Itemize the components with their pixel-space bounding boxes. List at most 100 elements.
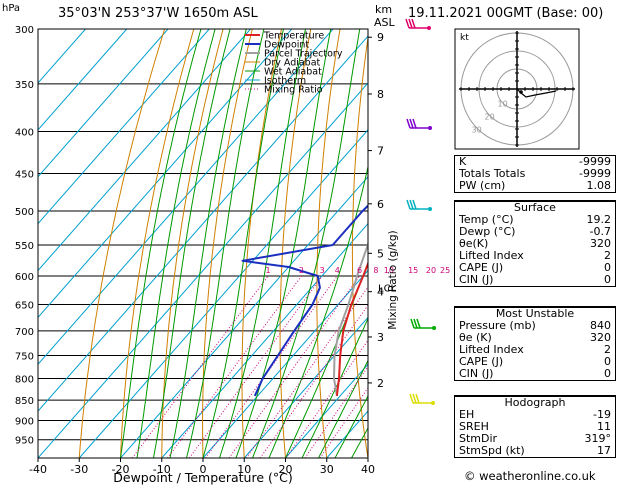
stat-label: PW (cm) (459, 179, 506, 192)
stat-row: Lifted Index 2 (455, 250, 615, 262)
isotherm-line (38, 29, 251, 272)
x-tick-label: 30 (320, 463, 334, 476)
wet-adiabat-line (252, 29, 361, 458)
dry-adiabat-line (120, 29, 195, 458)
km-tick-label: 4 (377, 286, 384, 299)
stat-row: Dewp (°C) -0.7 (455, 226, 615, 238)
mixing-ratio-line (131, 275, 269, 458)
wind-barb-icon (406, 118, 432, 130)
mixing-ratio-label: 10 (384, 266, 394, 275)
wet-adiabat-line (202, 29, 284, 458)
stat-label: CAPE (J) (459, 261, 504, 274)
pressure-tick-label: 300 (15, 25, 34, 36)
km-tick-label: 8 (377, 88, 384, 101)
km-tick-label: 9 (377, 31, 384, 44)
hpa-unit-label: hPa (2, 3, 21, 14)
pressure-tick-label: 950 (15, 436, 34, 447)
datetime-title: 19.11.2021 00GMT (Base: 00) (408, 6, 604, 21)
dry-adiabat-line (161, 29, 224, 458)
wet-adiabat-line (334, 395, 368, 458)
km-tick-label: 7 (377, 145, 384, 158)
stat-label: Lifted Index (459, 343, 524, 356)
isotherm-line (243, 316, 368, 458)
stat-row: Temp (°C) 19.2 (455, 214, 615, 226)
stat-label: EH (459, 408, 475, 421)
hodograph-unit-label: kt (460, 33, 469, 43)
isotherm-line (161, 222, 368, 458)
mixing-ratio-axis-label: Mixing Ratio (g/kg) (387, 230, 399, 329)
plot-series (241, 204, 368, 397)
stat-label: SREH (459, 420, 489, 433)
stat-label: CIN (J) (459, 367, 494, 380)
dry-adiabat-line (279, 29, 312, 458)
lcl-label: LCL (378, 284, 397, 295)
stat-row: CIN (J) 0 (455, 274, 615, 286)
location-title: 35°03'N 253°37'W 1650m ASL (58, 6, 258, 21)
pressure-tick-label: 550 (15, 241, 34, 252)
stat-value: 320 (590, 331, 611, 344)
stat-label: CAPE (J) (459, 355, 504, 368)
wet-adiabat-line (169, 29, 247, 458)
stat-row: CAPE (J) 0 (455, 262, 615, 274)
wet-adiabat-line (153, 29, 231, 458)
isotherm-line (38, 29, 128, 131)
legend-item: Wet Adiabat (245, 67, 322, 78)
storm-motion-marker (519, 90, 523, 94)
legend-label: Dry Adiabat (264, 58, 321, 69)
x-tick-label: 0 (200, 463, 207, 476)
stat-value: 2 (604, 343, 611, 356)
stat-label: Dewp (°C) (459, 225, 516, 238)
stat-value: -9999 (579, 167, 611, 180)
mixing-ratio-line (167, 275, 302, 458)
pressure-tick-label: 450 (15, 169, 34, 180)
stat-value: 11 (597, 420, 611, 433)
x-tick-label: -20 (112, 463, 130, 476)
stat-value: 0 (604, 261, 611, 274)
parcel-trajectory-line (333, 240, 368, 397)
stat-label: Temp (°C) (459, 213, 514, 226)
x-tick-label: 40 (361, 463, 375, 476)
wet-adiabat-line (301, 317, 368, 458)
mixing-ratio-label: 1 (266, 266, 271, 275)
mixing-ratio-label: 25 (440, 266, 450, 275)
dry-adiabat-line (351, 34, 368, 458)
indices-box: K -9999 Totals Totals -9999 PW (cm) 1.08 (454, 155, 616, 193)
stat-value: 0 (604, 273, 611, 286)
wet-adiabat-line (235, 29, 332, 458)
stat-label: StmSpd (kt) (459, 444, 525, 457)
wet-adiabat-line (136, 29, 216, 458)
x-axis-label: Dewpoint / Temperature (°C) (113, 470, 292, 485)
stat-label: θe (K) (459, 331, 492, 344)
stat-row: CIN (J) 0 (455, 368, 615, 380)
section-title: Hodograph (455, 396, 615, 409)
stat-value: 17 (597, 444, 611, 457)
legend-item: Mixing Ratio (245, 85, 323, 96)
hodograph-ring-label: 20 (485, 112, 495, 121)
stat-value: 19.2 (586, 213, 612, 226)
pressure-tick-label: 650 (15, 301, 34, 312)
km-tick-label: 3 (377, 331, 384, 344)
dry-adiabat-line (202, 29, 253, 458)
stat-label: θe(K) (459, 237, 489, 250)
stat-label: StmDir (459, 432, 498, 445)
stat-value: 0 (604, 367, 611, 380)
stat-label: Pressure (mb) (459, 319, 536, 332)
pressure-tick-label: 900 (15, 416, 34, 427)
wet-adiabat-line (219, 29, 306, 458)
legend-item: Dewpoint (245, 40, 309, 51)
x-tick-label: 10 (237, 463, 251, 476)
isotherm-line (38, 29, 169, 178)
section-title: Surface (455, 201, 615, 214)
wet-adiabat-line (120, 29, 202, 458)
wet-adiabat-line (318, 359, 368, 458)
mixing-ratio-line (205, 275, 338, 458)
legend-label: Temperature (263, 31, 324, 42)
mixing-ratio-line (188, 275, 323, 458)
stat-row: PW (cm) 1.08 (455, 180, 615, 192)
mixing-ratio-label: 4 (335, 266, 340, 275)
stat-label: CIN (J) (459, 273, 494, 286)
wet-adiabat-line (268, 164, 368, 458)
dry-adiabat-line (420, 29, 450, 458)
